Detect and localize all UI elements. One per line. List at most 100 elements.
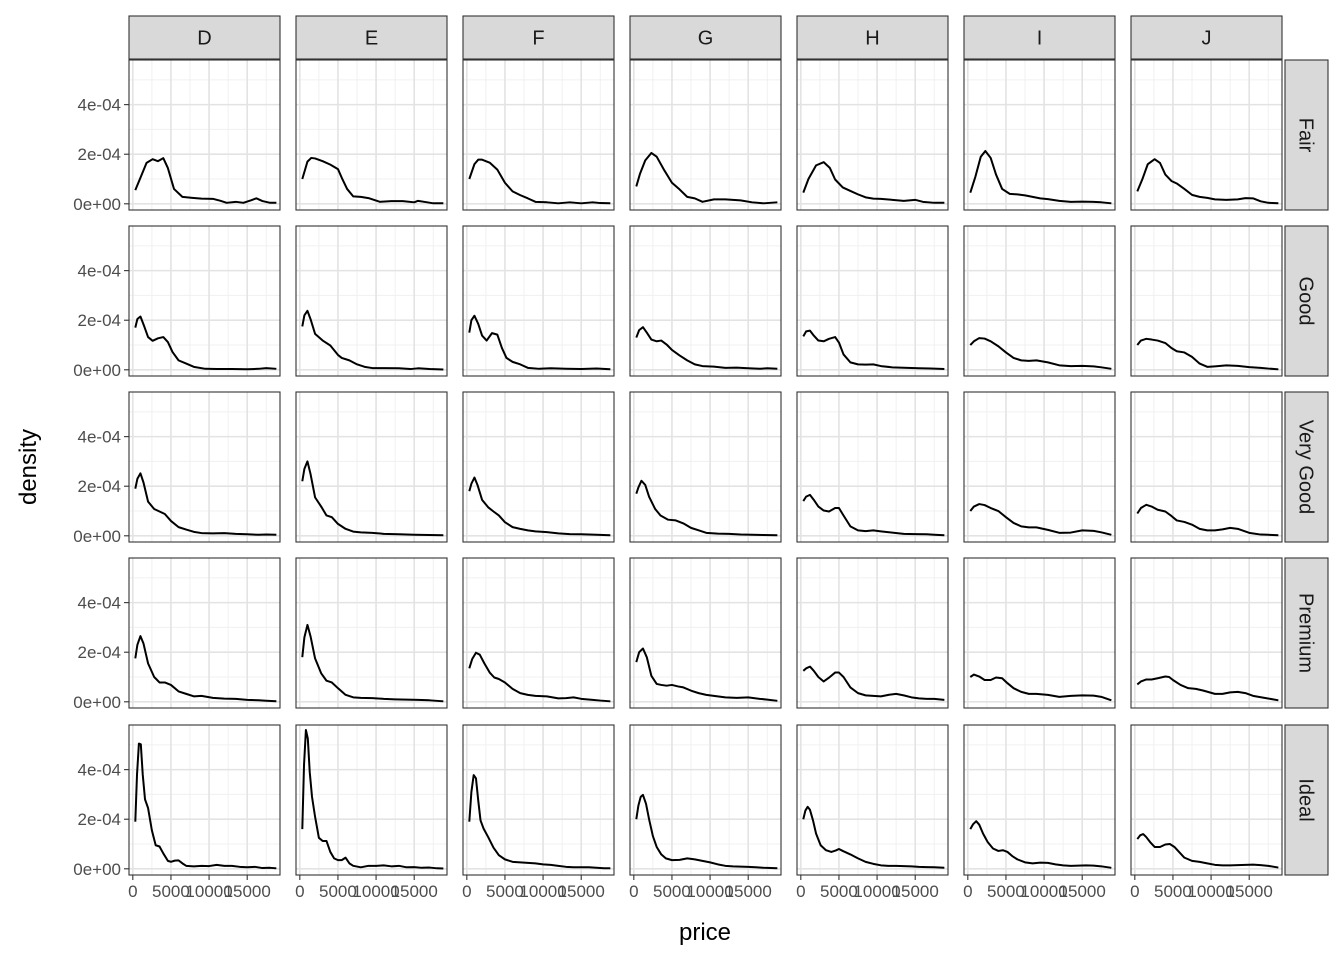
panel-background xyxy=(129,392,280,542)
strip-top-box xyxy=(128,15,281,60)
strip-right-box xyxy=(1284,59,1329,211)
panel-background xyxy=(463,60,614,210)
panel-H-fair xyxy=(796,59,949,211)
panel-J-ideal xyxy=(1130,724,1283,876)
strip-right-ideal: Ideal xyxy=(1284,724,1329,876)
strip-top-box xyxy=(963,15,1116,60)
strip-top-label: D xyxy=(197,28,211,50)
panel-border xyxy=(462,557,615,709)
x-tick-label: 5000 xyxy=(987,882,1025,901)
panel-border xyxy=(796,557,949,709)
density-curve xyxy=(301,623,444,703)
strip-top-label: E xyxy=(365,28,378,50)
strip-right-label: Premium xyxy=(1295,593,1317,673)
strip-top-I: I xyxy=(963,15,1116,60)
panel-H-ideal xyxy=(796,724,949,876)
density-curve xyxy=(969,820,1112,869)
panel-background xyxy=(463,725,614,875)
x-tick-label: 15000 xyxy=(224,882,271,901)
y-tick-label: 0e+00 xyxy=(73,527,121,546)
panel-D-good xyxy=(128,225,281,377)
panel-border xyxy=(462,391,615,543)
density-curve xyxy=(635,326,778,370)
panel-border xyxy=(128,225,281,377)
panel-border xyxy=(295,225,448,377)
panel-border xyxy=(796,724,949,876)
panel-border xyxy=(963,59,1116,211)
x-tick-label: 0 xyxy=(629,882,638,901)
y-tick-label: 2e-04 xyxy=(78,477,121,496)
panel-background xyxy=(964,725,1115,875)
panel-J-good xyxy=(1130,225,1283,377)
density-curve xyxy=(802,805,945,869)
density-curve xyxy=(1136,675,1279,702)
panel-F-very-good xyxy=(462,391,615,543)
strip-right-good: Good xyxy=(1284,225,1329,377)
panel-background xyxy=(1131,60,1282,210)
x-tick-label: 15000 xyxy=(725,882,772,901)
density-curve xyxy=(468,476,611,537)
panel-border xyxy=(462,724,615,876)
panel-background xyxy=(1131,725,1282,875)
panel-border xyxy=(462,59,615,211)
density-curve xyxy=(969,673,1112,702)
y-tick-label: 0e+00 xyxy=(73,693,121,712)
density-curve xyxy=(134,157,277,204)
density-curve xyxy=(1136,833,1279,869)
density-curve xyxy=(802,329,945,371)
x-tick-label: 0 xyxy=(462,882,471,901)
density-curve xyxy=(301,728,444,870)
panel-border xyxy=(796,59,949,211)
y-tick-label: 0e+00 xyxy=(73,361,121,380)
strip-top-D: D xyxy=(128,15,281,60)
density-curve xyxy=(635,647,778,702)
strip-top-box xyxy=(629,15,782,60)
x-tick-label: 0 xyxy=(963,882,972,901)
panel-background xyxy=(630,226,781,376)
density-curve xyxy=(635,151,778,205)
panel-G-very-good xyxy=(629,391,782,543)
strip-top-G: G xyxy=(629,15,782,60)
x-axis-title: price xyxy=(679,919,731,946)
panel-border xyxy=(796,225,949,377)
panel-background xyxy=(129,558,280,708)
x-tick-label: 10000 xyxy=(1020,882,1067,901)
x-tick-label: 10000 xyxy=(686,882,733,901)
panel-H-good xyxy=(796,225,949,377)
density-curve xyxy=(301,309,444,371)
strip-right-premium: Premium xyxy=(1284,557,1329,709)
panel-background xyxy=(296,558,447,708)
panel-background xyxy=(964,392,1115,542)
density-curve xyxy=(802,493,945,537)
strip-top-label: F xyxy=(532,28,544,50)
x-tick-label: 10000 xyxy=(853,882,900,901)
panel-border xyxy=(629,225,782,377)
density-curve xyxy=(969,149,1112,205)
density-curve xyxy=(301,156,444,205)
density-curve xyxy=(1136,158,1279,205)
panel-border xyxy=(1130,225,1283,377)
panel-G-fair xyxy=(629,59,782,211)
y-tick-label: 0e+00 xyxy=(73,195,121,214)
density-curve xyxy=(134,742,277,870)
panel-background xyxy=(296,226,447,376)
panel-E-fair xyxy=(295,59,448,211)
strip-top-F: F xyxy=(462,15,615,60)
panel-I-fair xyxy=(963,59,1116,211)
strip-top-label: G xyxy=(698,28,714,50)
panel-J-fair xyxy=(1130,59,1283,211)
panel-E-good xyxy=(295,225,448,377)
panel-E-very-good xyxy=(295,391,448,543)
panel-border xyxy=(963,225,1116,377)
x-tick-label: 15000 xyxy=(391,882,438,901)
density-curve xyxy=(468,651,611,703)
y-tick-label: 4e-04 xyxy=(78,761,121,780)
panel-background xyxy=(296,392,447,542)
strip-right-label: Fair xyxy=(1295,118,1317,153)
panel-background xyxy=(129,725,280,875)
panel-border xyxy=(1130,59,1283,211)
panel-background xyxy=(129,226,280,376)
panel-I-very-good xyxy=(963,391,1116,543)
density-curve xyxy=(969,337,1112,370)
